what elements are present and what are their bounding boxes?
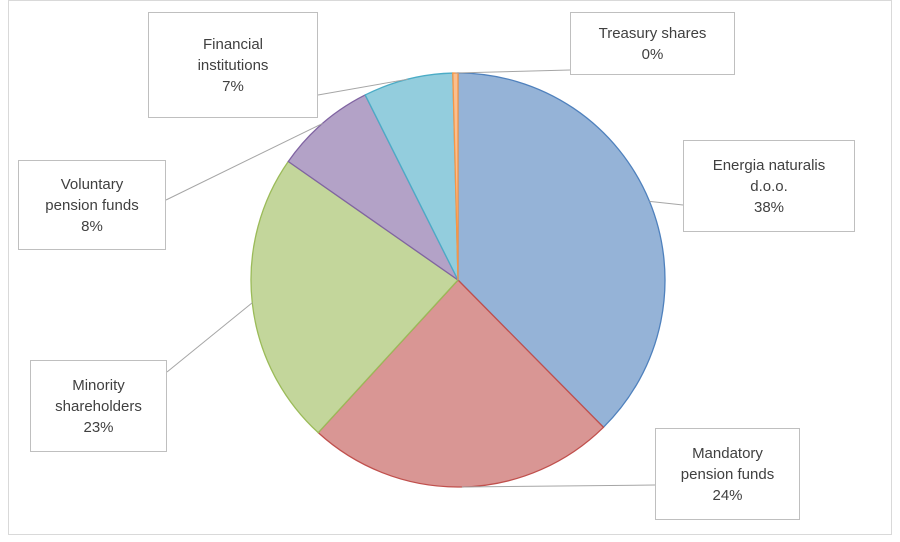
data-label-box: Mandatory pension funds 24% bbox=[655, 428, 800, 520]
value-label: 8% bbox=[81, 217, 103, 235]
value-label: 0% bbox=[641, 45, 664, 63]
category-label: Mandatory pension funds bbox=[680, 444, 775, 483]
category-label: Minority shareholders bbox=[55, 376, 142, 415]
pie-slice bbox=[317, 279, 605, 488]
value-label: 24% bbox=[712, 486, 743, 504]
data-label-box: Voluntary pension funds 8% bbox=[18, 160, 166, 250]
data-label-box: Treasury shares 0% bbox=[570, 12, 735, 75]
pie-slice bbox=[457, 72, 666, 429]
category-label: Treasury shares bbox=[598, 24, 707, 42]
value-label: 7% bbox=[222, 77, 244, 95]
leader-line bbox=[165, 122, 323, 201]
leader-line bbox=[461, 484, 656, 488]
pie-slice bbox=[287, 94, 459, 281]
leader-line bbox=[455, 69, 571, 74]
value-label: 23% bbox=[83, 418, 114, 436]
data-label-box: Minority shareholders 23% bbox=[30, 360, 167, 452]
leader-line bbox=[317, 78, 408, 96]
category-label: Voluntary pension funds bbox=[45, 175, 139, 214]
data-label-box: Financial institutions 7% bbox=[148, 12, 318, 118]
category-label: Financial institutions bbox=[197, 35, 269, 74]
data-label-box: Energia naturalis d.o.o. 38% bbox=[683, 140, 855, 232]
category-label: Energia naturalis d.o.o. bbox=[712, 156, 826, 195]
pie-slice bbox=[250, 160, 459, 434]
leader-line bbox=[649, 200, 684, 206]
value-label: 38% bbox=[753, 198, 785, 216]
leader-line bbox=[166, 302, 253, 373]
